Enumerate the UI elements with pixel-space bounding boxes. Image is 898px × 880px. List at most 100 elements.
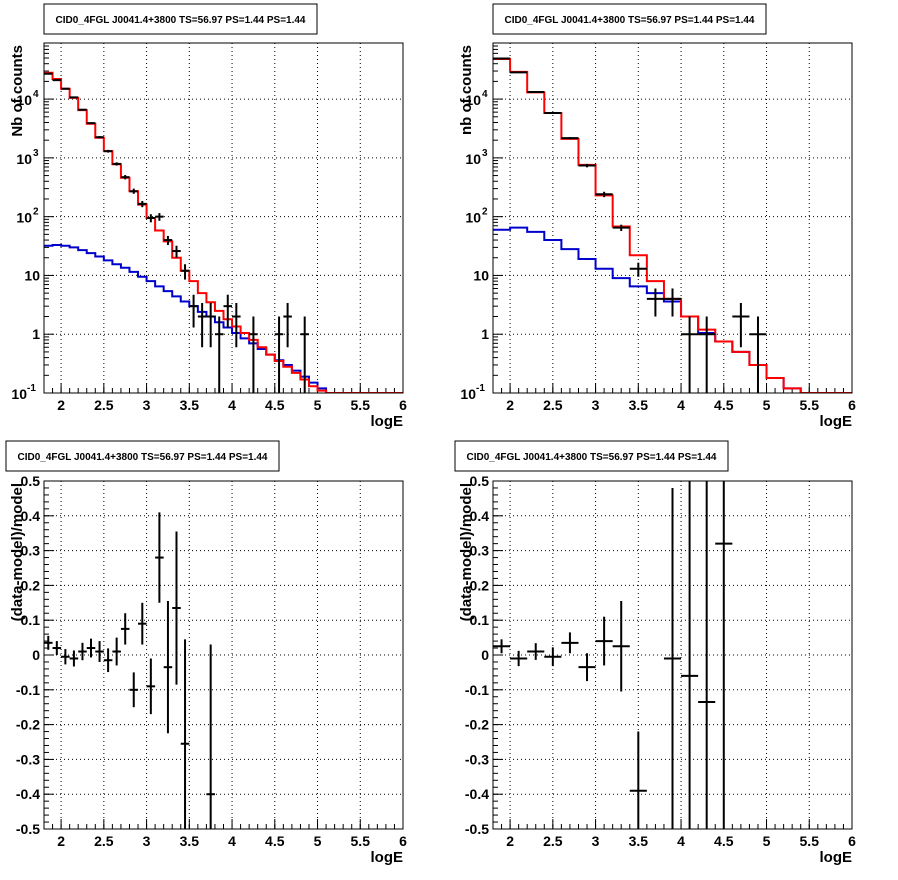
counts-left-data-point (112, 162, 121, 166)
counts-left-y-tick-exp: 3 (33, 148, 39, 159)
counts-left-data-point (214, 316, 224, 393)
counts-left-data-point (274, 316, 284, 393)
counts-right-y-tick-label: 10 (465, 151, 481, 167)
residuals-right-y-tick-label: 0.5 (470, 473, 490, 489)
counts-left-data-point (44, 72, 53, 75)
pad-counts-left: CID0_4FGL J0041.4+3800 TS=56.97 PS=1.44 … (0, 0, 449, 437)
counts-right-x-tick-label: 2 (506, 397, 514, 413)
counts-right-y-tick-base: 10 (460, 386, 476, 402)
counts-left-y-tick-base: 10 (16, 210, 32, 226)
residuals-right-data-point (510, 650, 528, 667)
residuals-left-data-point (146, 658, 156, 715)
residuals-left-data-point (163, 601, 173, 734)
residuals-left-y-tick-label: 0.2 (21, 577, 41, 593)
residuals-right-x-tick-label: 3.5 (629, 833, 649, 849)
residuals-left-data-point (44, 635, 53, 650)
counts-right-data-point (544, 111, 562, 114)
residuals-right-data-point (612, 601, 630, 692)
residuals-left-y-axis-label: (data-model)/model (9, 483, 26, 621)
counts-right-model-histogram (493, 58, 852, 393)
counts-left-x-tick-label: 5 (314, 397, 322, 413)
counts-left-title-box (43, 3, 318, 35)
counts-right-title: CID0_4FGL J0041.4+3800 TS=56.97 PS=1.44 … (505, 15, 755, 26)
counts-left-data-point (120, 175, 130, 180)
counts-right-data-point (646, 288, 664, 317)
counts-left-data-point (197, 302, 207, 348)
counts-left-x-tick-label: 4 (228, 397, 236, 413)
counts-left-data-point (232, 302, 241, 348)
counts-left-y-tick-label: 10 (11, 386, 27, 402)
counts-left-data-point (78, 108, 87, 111)
counts-left-x-tick-label: 5.5 (351, 397, 371, 413)
counts-left-data-point (189, 294, 198, 328)
counts-left-x-tick-label: 6 (399, 397, 407, 413)
counts-left-data-point (206, 302, 215, 348)
counts-right-data-point (681, 316, 699, 393)
counts-right-y-tick-exp: 2 (482, 207, 488, 218)
counts-right-y-tick-label: 1 (481, 326, 489, 342)
counts-left-data-point (283, 302, 292, 348)
residuals-right-plot-area (493, 481, 733, 829)
counts-left-data-point (129, 188, 139, 194)
counts-left-y-tick-base: 10 (16, 151, 32, 167)
residuals-right-x-tick-label: 5.5 (800, 833, 820, 849)
counts-left-y-tick-base: 10 (11, 386, 27, 402)
pad-residuals-right: CID0_4FGL J0041.4+3800 TS=56.97 PS=1.44 … (449, 437, 898, 875)
residuals-left-x-tick-label: 6 (399, 833, 407, 849)
residuals-right-data-point (595, 616, 613, 666)
counts-right-data-point (493, 57, 511, 60)
counts-right-data-point (612, 224, 630, 232)
residuals-right-x-tick-label: 5 (763, 833, 771, 849)
residuals-right-y-tick-label: 0.3 (470, 543, 490, 559)
residuals-left-chart: CID0_4FGL J0041.4+3800 TS=56.97 PS=1.44 … (5, 440, 407, 866)
counts-right-plot-area (493, 57, 852, 393)
counts-left-x-tick-label: 4.5 (265, 397, 285, 413)
counts-left-y-tick-label: 1 (32, 326, 40, 342)
residuals-right-title-box (454, 440, 729, 472)
residuals-right-data-point (578, 653, 596, 682)
residuals-right-data-point (629, 731, 647, 829)
residuals-left-y-tick-label: -0.2 (16, 717, 40, 733)
counts-left-chart: CID0_4FGL J0041.4+3800 TS=56.97 PS=1.44 … (9, 3, 407, 430)
counts-right-y-axis-label: nb of counts (458, 45, 475, 135)
residuals-left-data-point (112, 637, 121, 666)
residuals-right-chart: CID0_4FGL J0041.4+3800 TS=56.97 PS=1.44 … (454, 440, 856, 866)
residuals-left-title: CID0_4FGL J0041.4+3800 TS=56.97 PS=1.44 … (18, 452, 268, 463)
residuals-left-data-point (95, 641, 104, 662)
counts-left-x-tick-label: 2.5 (94, 397, 114, 413)
counts-right-data-point (663, 288, 682, 317)
residuals-left-data-point (69, 650, 79, 667)
counts-right-x-tick-label: 6 (848, 397, 856, 413)
residuals-left-data-point (180, 639, 190, 829)
counts-left-y-axis-label: Nb of counts (9, 45, 26, 137)
residuals-left-y-tick-label: 0.4 (21, 508, 41, 524)
residuals-right-data-point (681, 481, 699, 829)
counts-left-plot-area (44, 71, 403, 393)
residuals-right-x-axis-label: logE (820, 849, 853, 866)
counts-left-data-point (249, 316, 258, 393)
residuals-right-y-tick-label: -0.1 (465, 682, 489, 698)
residuals-right-y-tick-label: -0.5 (465, 821, 489, 837)
residuals-left-data-point (78, 642, 87, 661)
residuals-right-y-tick-label: 0.1 (470, 612, 490, 628)
residuals-left-x-tick-label: 5.5 (351, 833, 371, 849)
counts-right-y-tick-base: 10 (465, 210, 481, 226)
residuals-left-y-tick-label: 0.1 (21, 612, 41, 628)
residuals-right-y-tick-label: -0.3 (465, 751, 489, 767)
residuals-right-x-tick-label: 2.5 (543, 833, 563, 849)
residuals-right-y-tick-label: -0.4 (465, 786, 489, 802)
counts-left-data-point (223, 294, 233, 328)
counts-right-data-point (561, 137, 579, 140)
counts-right-y-tick-label: 10 (465, 92, 481, 108)
counts-right-data-point (629, 262, 647, 277)
counts-right-y-tick-label: 10 (465, 210, 481, 226)
counts-right-x-tick-label: 3 (592, 397, 600, 413)
counts-right-x-tick-label: 5.5 (800, 397, 820, 413)
residuals-left-x-tick-label: 5 (314, 833, 322, 849)
counts-left-data-point (300, 316, 309, 393)
residuals-right-y-tick-label: -0.2 (465, 717, 489, 733)
counts-left-y-tick-exp: -1 (27, 383, 36, 394)
counts-right-x-tick-label: 3.5 (629, 397, 649, 413)
counts-right-data-point (732, 302, 750, 348)
counts-right-chart: CID0_4FGL J0041.4+3800 TS=56.97 PS=1.44 … (458, 3, 856, 430)
